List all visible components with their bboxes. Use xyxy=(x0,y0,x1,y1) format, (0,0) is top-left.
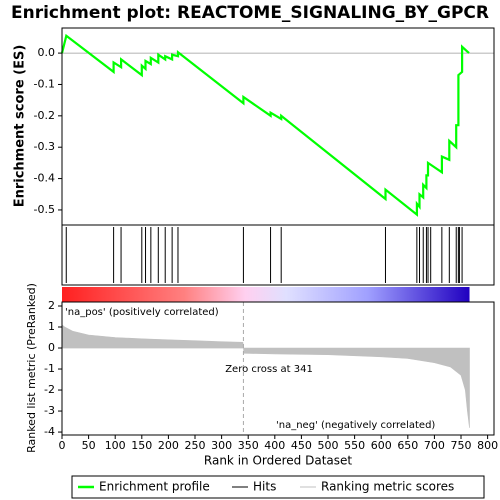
legend xyxy=(71,475,485,499)
x-tick-label: 50 xyxy=(82,439,96,452)
enrichment-line xyxy=(60,33,470,217)
legend-label: Ranking metric scores xyxy=(321,480,454,494)
plot-frame xyxy=(61,224,495,286)
x-tick-label: 250 xyxy=(185,439,206,452)
annotation: Zero cross at 341 xyxy=(225,364,313,375)
x-tick-label: 600 xyxy=(371,439,392,452)
x-tick-label: 650 xyxy=(397,439,418,452)
x-tick-label: 0 xyxy=(59,439,66,452)
y-tick-label: 1 xyxy=(48,320,55,333)
legend-label: Enrichment profile xyxy=(99,480,210,494)
x-tick-label: 350 xyxy=(238,439,259,452)
x-tick-label: 100 xyxy=(105,439,126,452)
y-axis-label: Enrichment score (ES) xyxy=(13,45,28,208)
y-tick-label: 0.0 xyxy=(38,46,56,59)
x-tick-label: 550 xyxy=(344,439,365,452)
legend-label: Hits xyxy=(253,480,276,494)
y-tick-label: -0.5 xyxy=(34,203,55,216)
annotation: 'na_neg' (negatively correlated) xyxy=(276,420,435,431)
y-tick-label: -4 xyxy=(44,425,55,438)
x-axis-label: Rank in Ordered Dataset xyxy=(204,454,352,468)
y-axis-label: Ranked list metric (PreRanked) xyxy=(25,283,38,453)
x-tick-label: 750 xyxy=(451,439,472,452)
x-tick-label: 400 xyxy=(264,439,285,452)
x-tick-label: 200 xyxy=(158,439,179,452)
annotation: 'na_pos' (positively correlated) xyxy=(65,307,219,318)
y-tick-label: -0.1 xyxy=(34,77,55,90)
y-tick-label: -0.2 xyxy=(34,109,55,122)
y-tick-label: -3 xyxy=(44,404,55,417)
y-tick-label: 2 xyxy=(48,299,55,312)
y-tick-label: -0.4 xyxy=(34,172,55,185)
y-tick-label: 0 xyxy=(48,341,55,354)
x-tick-label: 700 xyxy=(424,439,445,452)
x-tick-label: 450 xyxy=(291,439,312,452)
x-tick-label: 500 xyxy=(318,439,339,452)
y-tick-label: -0.3 xyxy=(34,140,55,153)
plot-frame xyxy=(61,301,495,436)
x-tick-label: 800 xyxy=(477,439,498,452)
rank-color-bar xyxy=(62,287,470,302)
chart-title: Enrichment plot: REACTOME_SIGNALING_BY_G… xyxy=(11,3,489,23)
x-tick-label: 300 xyxy=(211,439,232,452)
metric-area xyxy=(61,324,470,428)
x-tick-label: 150 xyxy=(131,439,152,452)
y-tick-label: -2 xyxy=(44,383,55,396)
y-tick-label: -1 xyxy=(44,362,55,375)
plot-frame xyxy=(61,27,495,226)
